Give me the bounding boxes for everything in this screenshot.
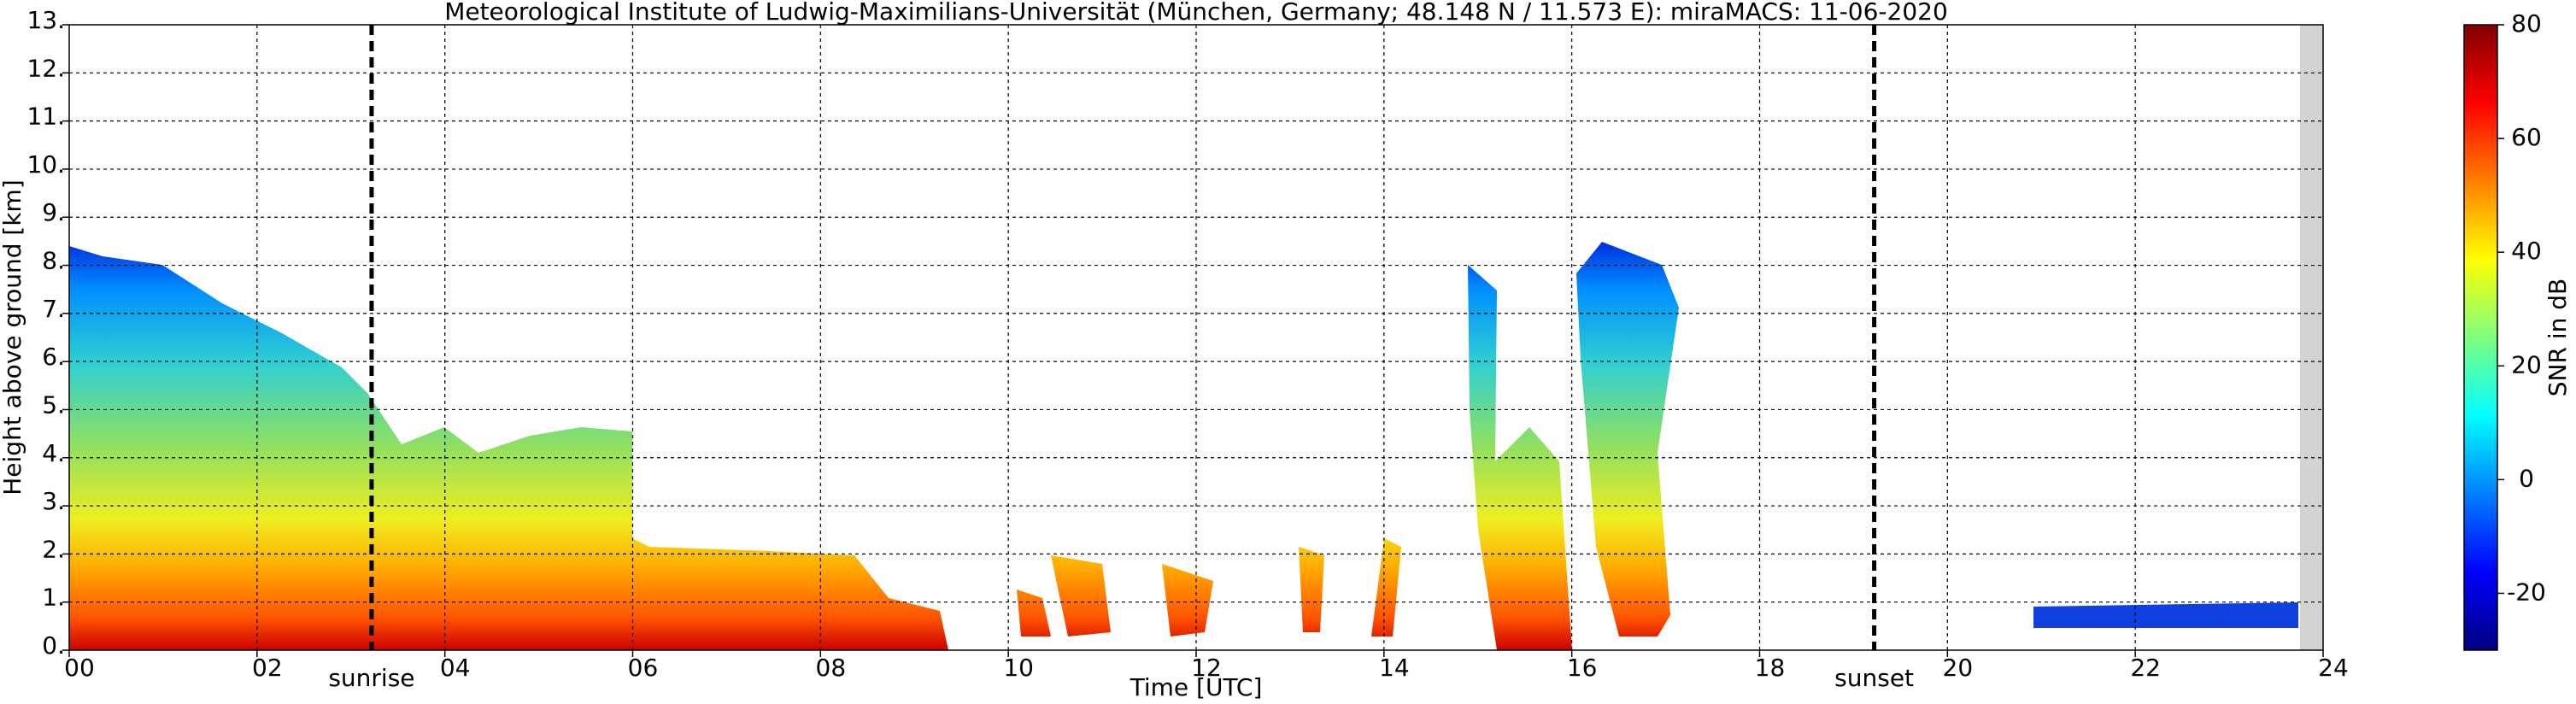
- y-tick-label: 8.: [42, 247, 65, 275]
- y-tick-label: 1.: [42, 584, 65, 612]
- x-tick-label: 20: [1943, 654, 1974, 682]
- annotation-label: sunset: [1834, 664, 1914, 692]
- chart-title: Meteorological Institute of Ludwig-Maxim…: [444, 0, 1948, 26]
- echo-region: [2033, 602, 2298, 628]
- x-tick-label: 06: [628, 654, 659, 682]
- colorbar-tick-label: 0: [2519, 464, 2534, 492]
- echo-region: [1017, 538, 1401, 637]
- colorbar-tick-label: 20: [2511, 350, 2542, 378]
- x-tick-label: 22: [2130, 654, 2161, 682]
- no-data-region: [2300, 25, 2323, 650]
- x-tick-label: 02: [252, 654, 283, 682]
- colorbar-tick-label: 80: [2511, 9, 2542, 38]
- x-tick-label: 24: [2318, 654, 2349, 682]
- x-axis-label: Time [UTC]: [1130, 673, 1263, 701]
- colorbar-tick-label: 40: [2511, 237, 2542, 265]
- x-tick-label: 00: [64, 654, 95, 682]
- x-tick-label: 10: [1003, 654, 1034, 682]
- radar-echoes: [69, 242, 2298, 650]
- colorbar-label: SNR in dB: [2544, 279, 2572, 396]
- x-tick-label: 12: [1191, 654, 1222, 682]
- y-tick-label: 7.: [42, 295, 65, 323]
- annotation-label: sunrise: [328, 664, 414, 692]
- echo-region: [69, 246, 948, 650]
- y-tick-label: 2.: [42, 535, 65, 563]
- y-tick-label: 11.: [26, 103, 65, 131]
- y-axis-label: Height above ground [km]: [0, 179, 26, 496]
- y-tick-label: 9.: [42, 198, 65, 226]
- x-tick-label: 18: [1755, 654, 1786, 682]
- y-tick-label: 0.: [42, 631, 65, 660]
- x-tick-label: 08: [816, 654, 847, 682]
- echo-region: [1576, 242, 1679, 637]
- colorbar: [2463, 24, 2498, 651]
- y-tick-label: 13.: [26, 6, 65, 34]
- y-tick-label: 3.: [42, 487, 65, 515]
- x-tick-label: 04: [440, 654, 471, 682]
- x-tick-label: 14: [1379, 654, 1410, 682]
- y-tick-label: 6.: [42, 343, 65, 371]
- colorbar-tick-label: 60: [2511, 123, 2542, 151]
- y-tick-label: 5.: [42, 390, 65, 419]
- y-tick-label: 12.: [26, 54, 65, 82]
- colorbar-tick-label: -20: [2507, 578, 2546, 606]
- x-tick-label: 16: [1567, 654, 1598, 682]
- plot-frame: [68, 24, 2324, 651]
- y-tick-label: 4.: [42, 439, 65, 467]
- y-tick-label: 10.: [26, 150, 65, 179]
